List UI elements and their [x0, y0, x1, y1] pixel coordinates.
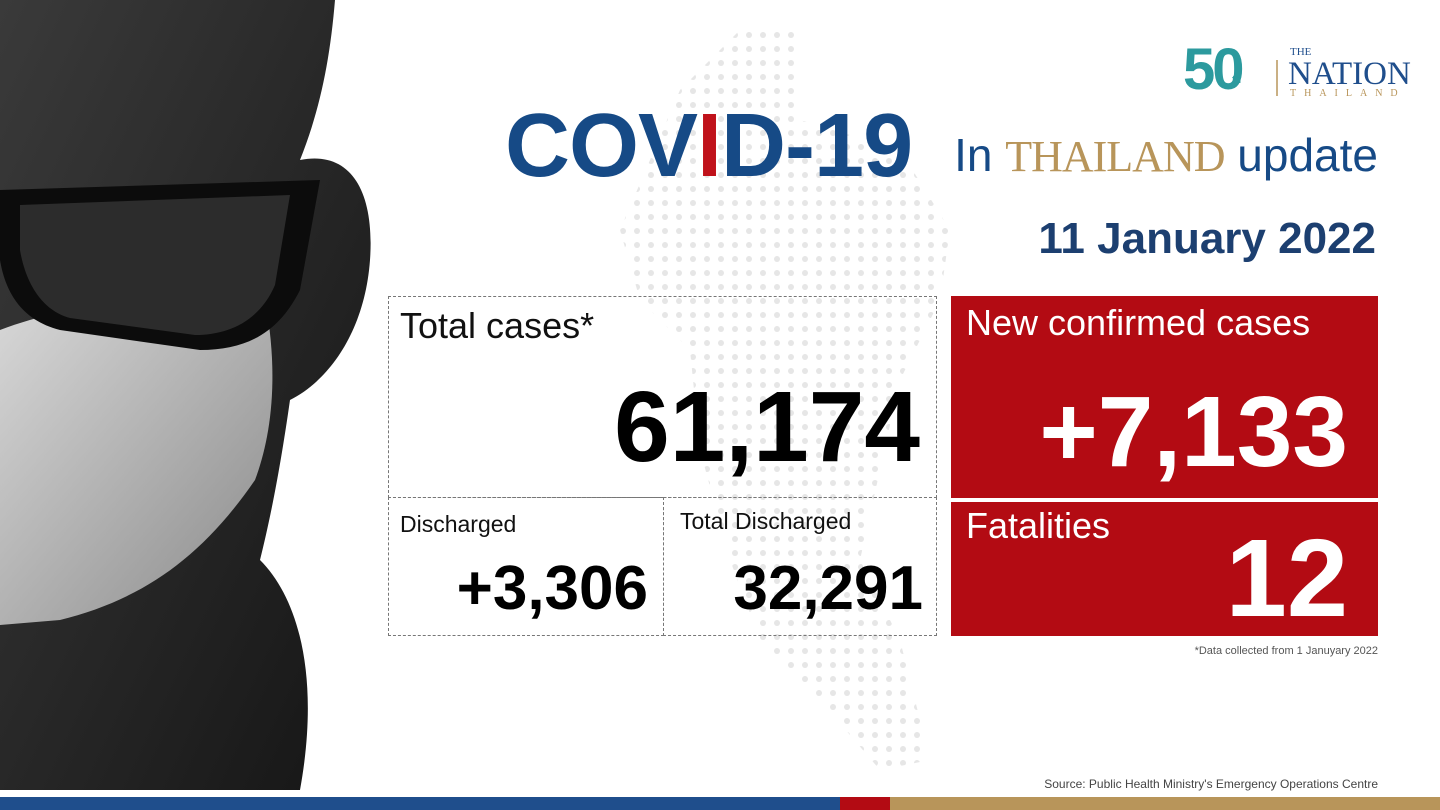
stat-value: +7,133 — [1039, 376, 1348, 488]
title-part: D-19 — [721, 96, 913, 196]
bottom-bar-blue — [0, 797, 840, 810]
source: Source: Public Health Ministry's Emergen… — [1044, 777, 1378, 791]
title-part: I — [697, 96, 722, 196]
stat-label: Discharged — [400, 511, 517, 537]
total-discharged-box — [663, 497, 937, 636]
date: 11 January 2022 — [1038, 214, 1376, 263]
logo-brand: NATION — [1288, 56, 1411, 92]
stat-label: Total Discharged — [680, 508, 852, 534]
subtitle-part: THAILAND — [1005, 132, 1225, 181]
fatalities-box — [951, 502, 1378, 636]
footnote: *Data collected from 1 Januyary 2022 — [1194, 645, 1378, 657]
stat-value: 61,174 — [614, 371, 920, 483]
logo-suffix: th — [1232, 74, 1242, 86]
subtitle-part: update — [1237, 129, 1378, 181]
dotted-map — [620, 30, 950, 770]
stat-value: +3,306 — [456, 554, 648, 623]
face-mask — [0, 296, 273, 625]
stat-value: 12 — [1225, 517, 1348, 640]
title: COVID-19 — [505, 95, 913, 198]
subtitle-part: In — [954, 129, 993, 181]
stat-value: 32,291 — [733, 554, 923, 623]
logo-brand-top: THE — [1290, 46, 1312, 58]
stat-label: Total cases* — [400, 305, 595, 346]
title-part: COV — [505, 96, 698, 196]
stat-label: New confirmed cases — [966, 302, 1311, 343]
bottom-bar-gold — [890, 797, 1440, 810]
logo-brand-sub: THAILAND — [1290, 88, 1406, 99]
subtitle: In THAILAND update — [954, 128, 1378, 182]
glasses-lens — [20, 195, 290, 335]
logo-anniversary: 50 — [1183, 37, 1244, 102]
new-cases-box — [951, 296, 1378, 498]
bottom-bar-red — [840, 797, 890, 810]
stat-label: Fatalities — [966, 505, 1111, 546]
